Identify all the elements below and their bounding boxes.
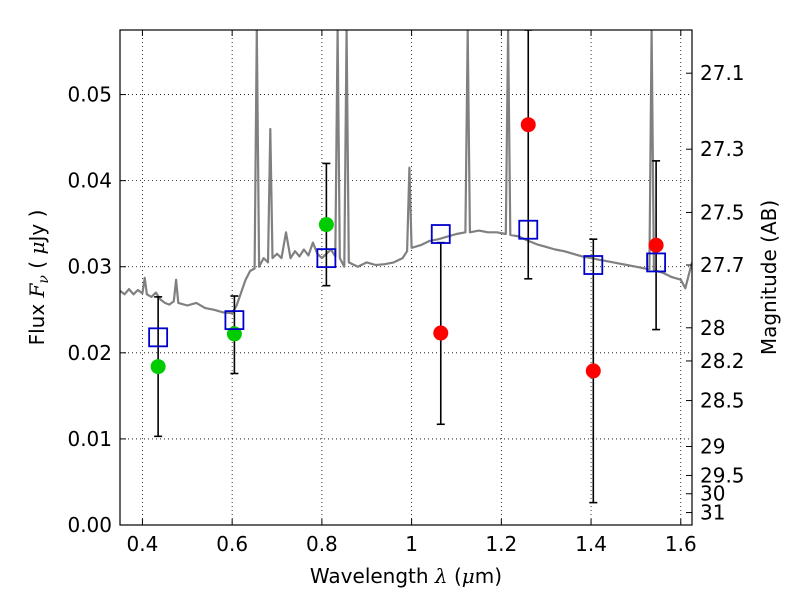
y2-tick-label: 27.7 (700, 253, 745, 277)
y2-tick-label: 28.5 (700, 389, 745, 413)
model-point (518, 219, 539, 240)
y-tick-label: 0.00 (67, 513, 112, 537)
y2-tick-label: 27.5 (700, 200, 745, 224)
y2-tick-label: 28 (700, 316, 725, 340)
plot-area (120, 30, 692, 504)
y2-tick-label: 28.2 (700, 349, 745, 373)
observed-point (520, 117, 536, 133)
observed-point (585, 363, 601, 379)
x-axis-label: Wavelength λ (μm) (310, 564, 502, 588)
x-tick-label: 0.4 (127, 532, 159, 556)
y-tick-label: 0.01 (67, 427, 112, 451)
x-tick-label: 0.8 (306, 532, 338, 556)
model-point (148, 327, 169, 348)
model-point (583, 255, 604, 275)
y-axis-label: Flux Fν ( μJy ) (25, 210, 52, 346)
observed-point (433, 325, 449, 341)
model-point (646, 252, 667, 273)
model-point (430, 224, 451, 244)
x-tick-label: 1 (405, 532, 418, 556)
y2-axis-label: Magnitude (AB) (757, 200, 781, 355)
y2-tick-label: 30 (700, 482, 725, 506)
y2-tick-label: 27.3 (700, 137, 745, 161)
model-point (224, 310, 245, 331)
grid (120, 30, 692, 526)
observed-point (150, 359, 166, 375)
plot-frame (119, 29, 693, 526)
y2-tick-label: 31 (700, 501, 725, 525)
observed-point (648, 237, 664, 253)
y2-tick-label: 29 (700, 434, 725, 458)
model-point (316, 248, 337, 269)
y-tick-label: 0.05 (67, 83, 112, 107)
y2-tick-label: 27.1 (700, 61, 745, 85)
x-tick-label: 1.4 (575, 532, 607, 556)
x-tick-label: 0.6 (216, 532, 248, 556)
axis-ticks: 0.4 0.6 0.8 1 1.2 1.4 1.6 0.00 0.01 0.02 0.03 0.04 0… (67, 30, 745, 556)
y-tick-label: 0.03 (67, 255, 112, 279)
y-tick-label: 0.04 (67, 169, 112, 193)
x-tick-label: 1.6 (665, 532, 697, 556)
y2-tick-label: 29.5 (700, 463, 745, 487)
y-tick-label: 0.02 (67, 341, 112, 365)
spectrum-line (120, 30, 692, 315)
observed-point (318, 217, 334, 233)
observed-point (226, 326, 242, 342)
x-tick-label: 1.2 (485, 532, 517, 556)
